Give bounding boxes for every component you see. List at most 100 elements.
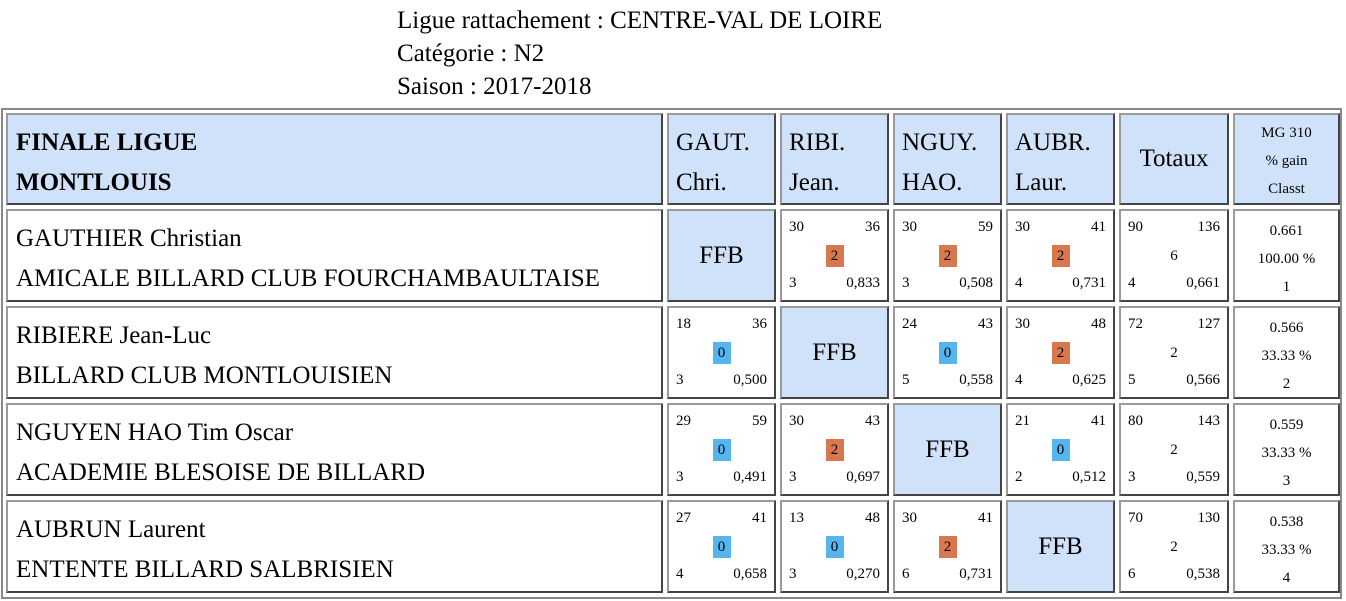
column-header-aubr: AUBR. Laur. — [1006, 113, 1115, 205]
match-innings: 4 — [1015, 372, 1023, 388]
ffb-cell-gaut: FFB — [667, 209, 776, 302]
match-cell-vs-gaut: 29 59 0 3 0,491 — [667, 403, 776, 496]
total-average: 0,566 — [1186, 372, 1220, 388]
match-average: 0,491 — [733, 469, 767, 485]
total-points: 90 — [1128, 219, 1143, 235]
player-cell: AUBRUN Laurent ENTENTE BILLARD SALBRISIEN — [6, 500, 663, 593]
match-result-badge: 0 — [1051, 439, 1070, 461]
rank: 2 — [1282, 376, 1291, 392]
match-points: 30 — [789, 413, 804, 429]
match-points: 29 — [676, 413, 691, 429]
match-target: 41 — [1091, 413, 1106, 429]
ffb-label: FFB — [1038, 532, 1083, 560]
club-name: AMICALE BILLARD CLUB FOURCHAMBAULTAISE — [16, 265, 600, 292]
win-percentage: 33.33 % — [1261, 348, 1312, 364]
match-innings: 4 — [676, 566, 684, 582]
mg-value: 0.661 — [1269, 223, 1304, 239]
match-result-badge: 0 — [712, 536, 731, 558]
ffb-cell-ribi: FFB — [780, 306, 889, 399]
totals-cell: 70 130 2 6 0,538 — [1119, 500, 1229, 593]
match-points: 30 — [1015, 219, 1030, 235]
match-average: 0,625 — [1072, 372, 1106, 388]
categorie-label: Catégorie : N2 — [397, 40, 545, 67]
match-average: 0,512 — [1072, 469, 1106, 485]
match-points: 27 — [676, 510, 691, 526]
ranking-cell: 0.566 33.33 % 2 — [1233, 306, 1340, 399]
match-cell-vs-ribi: 30 36 2 3 0,833 — [780, 209, 889, 302]
match-innings: 6 — [902, 566, 910, 582]
win-percentage: 33.33 % — [1261, 542, 1312, 558]
match-cell-vs-aubr: 30 48 2 4 0,625 — [1006, 306, 1115, 399]
total-result: 2 — [1170, 345, 1178, 361]
match-result-badge: 0 — [712, 342, 731, 364]
total-target: 136 — [1197, 219, 1221, 235]
match-result-badge: 0 — [712, 439, 731, 461]
total-points: 80 — [1128, 413, 1143, 429]
match-target: 41 — [978, 510, 993, 526]
player-name: RIBIERE Jean-Luc — [16, 322, 212, 349]
total-result: 6 — [1170, 248, 1178, 264]
match-innings: 3 — [676, 469, 684, 485]
match-cell-vs-nguy: 30 59 2 3 0,508 — [893, 209, 1002, 302]
ffb-label: FFB — [925, 435, 970, 463]
rank: 1 — [1282, 279, 1291, 295]
total-innings: 4 — [1128, 275, 1136, 291]
totals-cell: 72 127 2 5 0,566 — [1119, 306, 1229, 399]
match-average: 0,270 — [846, 566, 880, 582]
ffb-cell-aubr: FFB — [1006, 500, 1115, 593]
column-header-totaux: Totaux — [1119, 113, 1229, 205]
match-target: 36 — [752, 316, 767, 332]
match-target: 43 — [978, 316, 993, 332]
match-points: 30 — [902, 510, 917, 526]
total-innings: 3 — [1128, 469, 1136, 485]
match-innings: 3 — [789, 275, 797, 291]
match-points: 30 — [1015, 316, 1030, 332]
match-points: 30 — [789, 219, 804, 235]
ffb-cell-nguy: FFB — [893, 403, 1002, 496]
win-percentage: 33.33 % — [1261, 445, 1312, 461]
column-header-ribi: RIBI. Jean. — [780, 113, 889, 205]
competition-title: FINALE LIGUE — [16, 129, 198, 156]
match-average: 0,500 — [733, 372, 767, 388]
club-name: BILLARD CLUB MONTLOUISIEN — [16, 362, 393, 389]
competition-title-cell: FINALE LIGUE MONTLOUIS — [6, 113, 663, 205]
saison-label: Saison : 2017-2018 — [397, 73, 592, 100]
match-innings: 5 — [902, 372, 910, 388]
player-cell: NGUYEN HAO Tim Oscar ACADEMIE BLESOISE DE… — [6, 403, 663, 496]
total-points: 70 — [1128, 510, 1143, 526]
match-points: 13 — [789, 510, 804, 526]
win-percentage: 100.00 % — [1257, 251, 1316, 267]
ranking-cell: 0.559 33.33 % 3 — [1233, 403, 1340, 496]
match-average: 0,833 — [846, 275, 880, 291]
match-result-badge: 2 — [1051, 342, 1070, 364]
player-name: NGUYEN HAO Tim Oscar — [16, 419, 294, 446]
total-result: 2 — [1170, 442, 1178, 458]
total-innings: 5 — [1128, 372, 1136, 388]
total-innings: 6 — [1128, 566, 1136, 582]
match-innings: 3 — [902, 275, 910, 291]
totals-cell: 90 136 6 4 0,661 — [1119, 209, 1229, 302]
match-points: 18 — [676, 316, 691, 332]
match-innings: 3 — [676, 372, 684, 388]
match-target: 36 — [865, 219, 880, 235]
match-average: 0,731 — [959, 566, 993, 582]
ligue-label: Ligue rattachement : CENTRE-VAL DE LOIRE — [397, 7, 883, 34]
column-header-gaut: GAUT. Chri. — [667, 113, 776, 205]
total-average: 0,661 — [1186, 275, 1220, 291]
mg-value: 0.566 — [1269, 320, 1304, 336]
match-innings: 2 — [1015, 469, 1023, 485]
match-cell-vs-aubr: 30 41 2 4 0,731 — [1006, 209, 1115, 302]
total-target: 127 — [1197, 316, 1221, 332]
match-result-badge: 2 — [825, 439, 844, 461]
player-name: AUBRUN Laurent — [16, 516, 206, 543]
match-points: 30 — [902, 219, 917, 235]
match-average: 0,558 — [959, 372, 993, 388]
competition-location: MONTLOUIS — [16, 169, 172, 196]
mg-value: 0.559 — [1269, 417, 1304, 433]
match-target: 41 — [1091, 219, 1106, 235]
total-points: 72 — [1128, 316, 1143, 332]
match-innings: 3 — [789, 469, 797, 485]
total-target: 143 — [1197, 413, 1221, 429]
match-average: 0,731 — [1072, 275, 1106, 291]
club-name: ACADEMIE BLESOISE DE BILLARD — [16, 459, 426, 486]
